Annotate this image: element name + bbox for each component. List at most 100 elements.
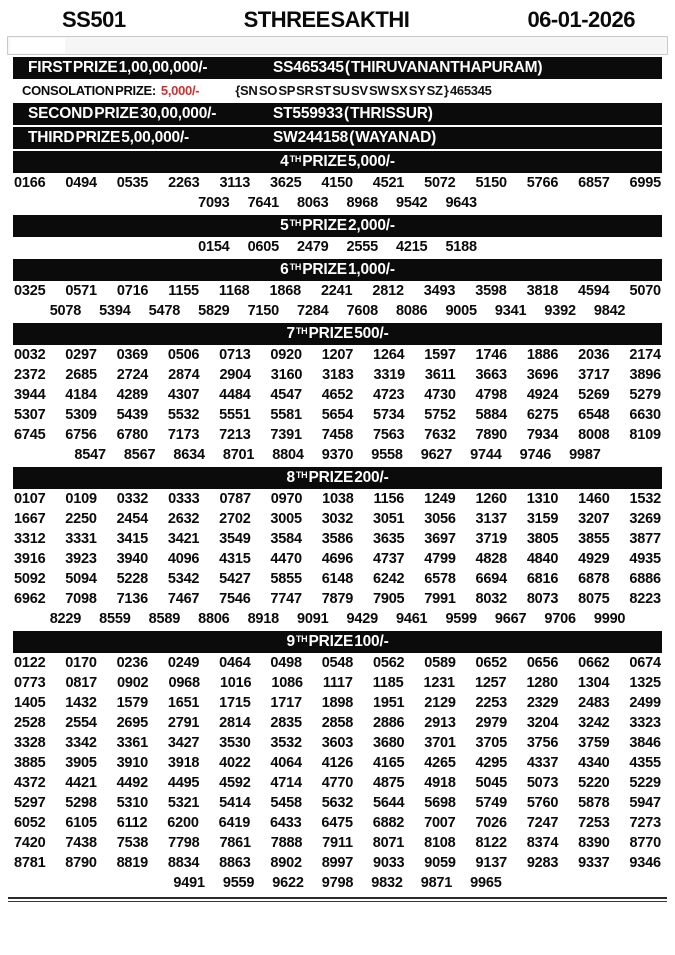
- prize-number: 8701: [222, 447, 255, 463]
- prize-number: 0970: [270, 491, 303, 507]
- prize-number: 7747: [270, 591, 302, 607]
- prize-number: 7890: [475, 427, 508, 443]
- prize-number: 5884: [475, 407, 508, 423]
- prize-number: 1280: [526, 675, 558, 691]
- prize-number: 0332: [116, 491, 149, 507]
- first-prize-label: FIRST PRIZE 1,00,00,000/-: [28, 59, 208, 76]
- prize-number: 8109: [629, 427, 661, 443]
- prize-number: 2479: [297, 239, 329, 255]
- prize-number: 1951: [372, 695, 405, 711]
- prize-number: 5458: [270, 795, 302, 811]
- prize-number: 2174: [629, 347, 661, 363]
- prize-number: 2372: [14, 367, 46, 383]
- prize-number: 5045: [475, 775, 508, 791]
- prize-number: 0236: [116, 655, 149, 671]
- prize-number: 2454: [116, 511, 149, 527]
- prize-number: 5394: [99, 303, 131, 319]
- prize-number: 5654: [321, 407, 354, 423]
- prize-number: 7888: [270, 835, 303, 851]
- prize-number: 3427: [167, 735, 200, 751]
- winning-numbers-row: 3944 4184 4289 4307 4484 4547 4652 4723 4730 4798…: [14, 385, 661, 405]
- prize-number: 8223: [629, 591, 661, 607]
- scrollbar-thumb[interactable]: [10, 38, 65, 53]
- prize-number: 2329: [526, 695, 559, 711]
- prize-number: 5269: [578, 387, 610, 403]
- winning-numbers-row: 6745 6756 6780 7173 7213 7391 7458 7563 7632 7890…: [14, 425, 661, 445]
- prize-number: 9798: [321, 875, 354, 891]
- prize-number: 1185: [372, 675, 404, 691]
- horizontal-scrollbar[interactable]: [7, 36, 668, 55]
- winning-numbers-row: 5297 5298 5310 5321 5414 5458 5632 5644 5698 5749…: [14, 793, 661, 813]
- prize-number: 7273: [629, 815, 662, 831]
- prize-number: 5150: [475, 175, 507, 191]
- prize-number: 1310: [526, 491, 559, 507]
- prize-number: 0652: [475, 655, 508, 671]
- prize-number: 4355: [629, 755, 661, 771]
- winning-numbers-row: 8547 8567 8634 8701 8804 9370 9558 9627 9744 9746…: [14, 445, 661, 465]
- prize-number: 3207: [578, 511, 610, 527]
- prize-number: 6756: [65, 427, 97, 443]
- prize-number: 2814: [219, 715, 251, 731]
- prize-number: 9746: [519, 447, 552, 463]
- prize-number: 0032: [14, 347, 46, 363]
- prize-number: 4307: [167, 387, 200, 403]
- prize-number: 7641: [247, 195, 280, 211]
- prize-number: 4492: [116, 775, 149, 791]
- prize-number: 3701: [424, 735, 456, 751]
- prize-number: 2253: [475, 695, 508, 711]
- prize-number: 0122: [14, 655, 46, 671]
- prize-number: 7546: [219, 591, 251, 607]
- prize-number: 6962: [14, 591, 46, 607]
- prize-number: 4184: [65, 387, 97, 403]
- prize-number: 3532: [270, 735, 302, 751]
- prize-number: 5228: [116, 571, 149, 587]
- prize-number: 8229: [49, 611, 82, 627]
- prize-number: 0920: [270, 347, 302, 363]
- prize-number: 6816: [526, 571, 559, 587]
- winning-numbers-row: 5092 5094 5228 5342 5427 5855 6148 6242 6578 6694…: [14, 569, 661, 589]
- prize-number: 4521: [372, 175, 405, 191]
- prize-number: 1597: [424, 347, 456, 363]
- prize-number: 3611: [424, 367, 456, 383]
- second-prize-winner: ST559933 ( THRISSUR): [273, 105, 433, 122]
- first-prize-bar: FIRST PRIZE 1,00,00,000/- SS465345 ( THI…: [13, 57, 662, 79]
- prize-number: 3603: [321, 735, 354, 751]
- prize-number: 3910: [116, 755, 149, 771]
- prize-number: 8390: [578, 835, 610, 851]
- consolation-amount: 5,000/-: [160, 83, 200, 98]
- prize-number: 4799: [424, 551, 456, 567]
- first-prize-winner: SS465345 ( THIRUVANANTHAPURAM): [273, 59, 543, 76]
- prize-number: 4421: [65, 775, 97, 791]
- prize-number: 2695: [116, 715, 149, 731]
- prize-number: 6148: [321, 571, 354, 587]
- prize-number: 4484: [219, 387, 251, 403]
- prize-number: 7284: [297, 303, 329, 319]
- prize-number: 1207: [321, 347, 354, 363]
- prize-number: 9559: [222, 875, 255, 891]
- prize-number: 4337: [526, 755, 559, 771]
- prize-number: 1460: [578, 491, 610, 507]
- prize-number: 8902: [270, 855, 302, 871]
- prize-number: 1579: [116, 695, 149, 711]
- winning-numbers-row: 0107 0109 0332 0333 0787 0970 1038 1156 1249 1260…: [14, 489, 661, 509]
- prize-number: 2483: [578, 695, 610, 711]
- prize-number: 0562: [372, 655, 405, 671]
- prize-number: 6548: [578, 407, 610, 423]
- winning-numbers-row: 2372 2685 2724 2874 2904 3160 3183 3319 3611 3663…: [14, 365, 661, 385]
- prize-number: 7911: [322, 835, 353, 851]
- prize-number: 3549: [219, 531, 251, 547]
- draw-code: SS501: [62, 7, 126, 32]
- prize-number: 9842: [593, 303, 626, 319]
- winning-numbers-row: 5078 5394 5478 5829 7150 7284 7608 8086 9005 9341…: [14, 301, 661, 321]
- prize-number: 0498: [270, 655, 302, 671]
- prize-number: 2036: [578, 347, 610, 363]
- winning-numbers-row: 7093 7641 8063 8968 9542 9643: [14, 193, 661, 213]
- winning-numbers-row: 8781 8790 8819 8834 8863 8902 8997 9033 9059 9137…: [14, 853, 661, 873]
- prize-section-header: 4 TH PRIZE 5,000/-: [13, 151, 662, 173]
- prize-section-title-part: 7: [286, 325, 295, 342]
- prize-number: 0297: [65, 347, 97, 363]
- prize-number: 2528: [14, 715, 46, 731]
- prize-number: 1117: [322, 675, 353, 691]
- prize-number: 7007: [424, 815, 456, 831]
- prize-section-title-part: 5: [280, 217, 289, 234]
